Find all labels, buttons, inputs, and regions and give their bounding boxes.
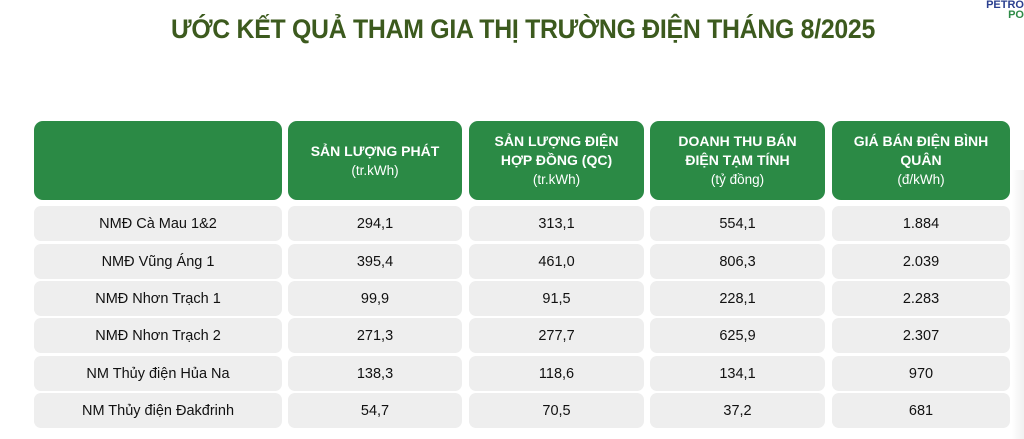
table-cell: 2.283 [832, 281, 1010, 316]
row-label: NM Thủy điện Đakđrinh [34, 393, 282, 428]
column-header: SẢN LƯỢNG ĐIỆN HỢP ĐỒNG (QC) (tr.kWh) [469, 121, 644, 200]
column-header: GIÁ BÁN ĐIỆN BÌNH QUÂN (đ/kWh) [832, 121, 1010, 200]
column-header: SẢN LƯỢNG PHÁT (tr.kWh) [288, 121, 462, 200]
table-cell: 554,1 [650, 206, 825, 241]
row-label: NMĐ Cà Mau 1&2 [34, 206, 282, 241]
table-cell: 118,6 [469, 356, 644, 391]
company-logo: PETRO PO [986, 0, 1024, 21]
table-cell: 99,9 [288, 281, 462, 316]
row-label: NM Thủy điện Hủa Na [34, 356, 282, 391]
table-cell: 91,5 [469, 281, 644, 316]
table-cell: 2.039 [832, 244, 1010, 279]
column-title: SẢN LƯỢNG PHÁT [310, 142, 440, 159]
column-title: SẢN LƯỢNG ĐIỆN HỢP ĐỒNG (QC) [494, 133, 619, 168]
table-cell: 277,7 [469, 318, 644, 353]
table-cell: 681 [832, 393, 1010, 428]
column-unit: (đ/kWh) [897, 172, 945, 187]
table-cell: 54,7 [288, 393, 462, 428]
column-unit: (tr.kWh) [532, 172, 581, 187]
row-label: NMĐ Nhơn Trạch 1 [34, 281, 282, 316]
table-cell: 313,1 [469, 206, 644, 241]
page-title: ƯỚC KẾT QUẢ THAM GIA THỊ TRƯỜNG ĐIỆN THÁ… [170, 14, 876, 44]
table-cell: 37,2 [650, 393, 825, 428]
table-cell: 70,5 [469, 393, 644, 428]
edge-shadow [1012, 170, 1024, 439]
column-unit: (tr.kWh) [351, 162, 399, 178]
column-title: GIÁ BÁN ĐIỆN BÌNH QUÂN [853, 133, 989, 168]
table-cell: 134,1 [650, 356, 825, 391]
table-cell: 625,9 [650, 318, 825, 353]
row-label: NMĐ Nhơn Trạch 2 [34, 318, 282, 353]
table-cell: 1.884 [832, 206, 1010, 241]
row-label: NMĐ Vũng Áng 1 [34, 244, 282, 279]
table-cell: 970 [832, 356, 1010, 391]
table-cell: 806,3 [650, 244, 825, 279]
column-unit: (tỷ đồng) [710, 172, 765, 187]
column-header: DOANH THU BÁN ĐIỆN TẠM TÍNH (tỷ đồng) [650, 121, 825, 200]
column-title: DOANH THU BÁN ĐIỆN TẠM TÍNH [678, 133, 797, 168]
table-cell: 2.307 [832, 318, 1010, 353]
table-cell: 228,1 [650, 281, 825, 316]
table-cell: 395,4 [288, 244, 462, 279]
table-cell: 461,0 [469, 244, 644, 279]
table-cell: 271,3 [288, 318, 462, 353]
table-cell: 294,1 [288, 206, 462, 241]
table-cell: 138,3 [288, 356, 462, 391]
column-header [34, 121, 282, 200]
